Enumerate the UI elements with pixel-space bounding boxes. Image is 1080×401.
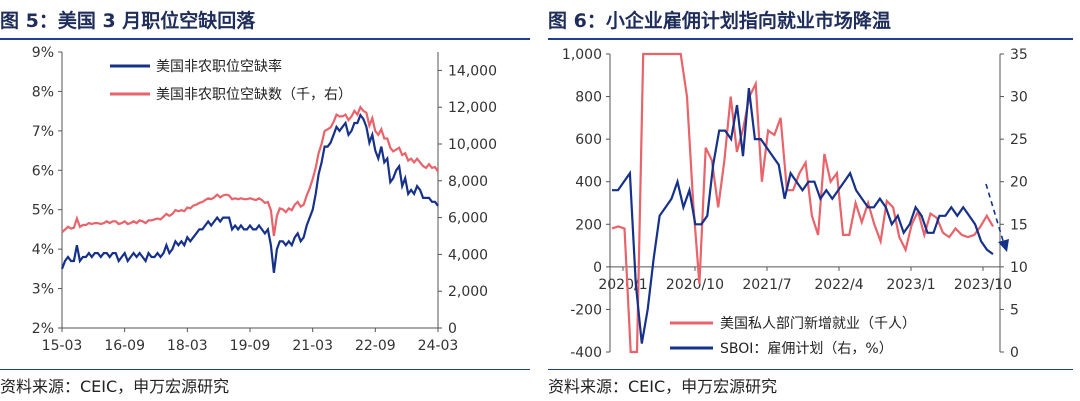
y-right-tick-label: 15 xyxy=(1010,217,1028,233)
y-left-tick-label: 0 xyxy=(593,260,602,276)
source-rule xyxy=(548,369,1073,370)
series-line-openings-rate xyxy=(60,112,439,273)
series-line-sboi-hiring-plans xyxy=(612,87,994,344)
x-tick-label: 2023/10 xyxy=(954,277,1012,293)
y-left-tick-label: 2% xyxy=(32,321,54,337)
legend-label: 美国私人部门新增就业（千人） xyxy=(720,316,916,332)
y-left-tick-label: -200 xyxy=(570,302,602,318)
job-openings-chart: 2% 3% 4% 5% 6% 7% 8% 9% 0 2,000 4,000 6,000 8,000 10,… xyxy=(32,45,497,354)
y-right-tick-label: 35 xyxy=(1010,47,1028,63)
source-note: 资料来源：CEIC，申万宏源研究 xyxy=(548,377,778,396)
y-left-tick-label: 600 xyxy=(575,132,602,148)
chart-title: 图 5：美国 3 月职位空缺回落 xyxy=(0,10,256,32)
x-tick-label: 16-09 xyxy=(104,338,145,354)
y-left-tick-label: 7% xyxy=(32,124,54,140)
y-left-tick-label: 200 xyxy=(575,217,602,233)
x-tick-label: 2022/4 xyxy=(814,277,863,293)
x-tick-label: 18-03 xyxy=(167,338,208,354)
x-tick-label: 22-09 xyxy=(355,338,396,354)
x-tick-label: 21-03 xyxy=(292,338,333,354)
title-rule xyxy=(548,38,1073,40)
series-line-openings-count xyxy=(61,105,439,237)
source-note: 资料来源：CEIC，申万宏源研究 xyxy=(0,377,230,396)
y-right-tick-label: 20 xyxy=(1010,175,1028,191)
y-right-tick-label: 6,000 xyxy=(448,211,488,227)
y-left-tick-label: 400 xyxy=(575,175,602,191)
x-tick-label: 24-03 xyxy=(418,338,459,354)
y-right-tick-label: 25 xyxy=(1010,132,1028,148)
x-tick-label: 2020/1 xyxy=(598,277,647,293)
x-tick-label: 2021/7 xyxy=(742,277,791,293)
legend-label: SBOI：雇佣计划（右，%） xyxy=(720,340,893,357)
y-left-tick-label: 5% xyxy=(32,203,54,219)
source-rule xyxy=(0,369,530,370)
series-line-private-payrolls xyxy=(611,52,994,354)
chart-title: 图 6：小企业雇佣计划指向就业市场降温 xyxy=(548,10,891,32)
y-right-tick-label: 0 xyxy=(448,321,457,337)
x-tick-label: 2023/1 xyxy=(886,277,935,293)
legend-label: 美国非农职位空缺率 xyxy=(156,58,282,75)
y-left-tick-label: 6% xyxy=(32,163,54,179)
y-right-tick-label: 5 xyxy=(1010,302,1019,318)
y-left-tick-label: 8% xyxy=(32,84,54,100)
chart-panel-job-openings: 图 5：美国 3 月职位空缺回落 2% 3% 4% 5% 6% 7% 8% 9% 0 2,000 4… xyxy=(0,0,530,401)
legend-label: 美国非农职位空缺数（千，右） xyxy=(156,87,352,103)
y-left-tick-label: 1,000 xyxy=(562,47,602,63)
y-right-tick-label: 12,000 xyxy=(448,100,497,116)
y-right-tick-label: 4,000 xyxy=(448,247,488,263)
y-left-tick-label: 9% xyxy=(32,45,54,61)
chart-panel-hiring-plans: 图 6：小企业雇佣计划指向就业市场降温 -400 -200 0 200 400 600 80… xyxy=(548,0,1080,401)
y-right-tick-label: 10,000 xyxy=(448,137,497,153)
title-rule xyxy=(0,38,530,40)
y-right-tick-label: 8,000 xyxy=(448,174,488,190)
y-right-tick-label: 14,000 xyxy=(448,63,497,79)
y-left-tick-label: -400 xyxy=(570,345,602,361)
y-right-tick-label: 2,000 xyxy=(448,284,488,300)
y-right-tick-label: 10 xyxy=(1010,260,1028,276)
y-right-tick-label: 30 xyxy=(1010,90,1028,106)
annotation-arrow-shaft xyxy=(985,183,1005,245)
y-right-tick-label: 0 xyxy=(1010,345,1019,361)
x-tick-label: 19-09 xyxy=(230,338,271,354)
x-tick-label: 2020/10 xyxy=(666,277,724,293)
x-tick-label: 15-03 xyxy=(42,338,83,354)
y-left-tick-label: 3% xyxy=(32,282,54,298)
y-left-tick-label: 4% xyxy=(32,242,54,258)
y-left-tick-label: 800 xyxy=(575,90,602,106)
hiring-plans-chart: -400 -200 0 200 400 600 800 1,000 0 5 10 15 20 25 30 35… xyxy=(562,47,1028,361)
annotation-arrow-head xyxy=(998,239,1009,252)
